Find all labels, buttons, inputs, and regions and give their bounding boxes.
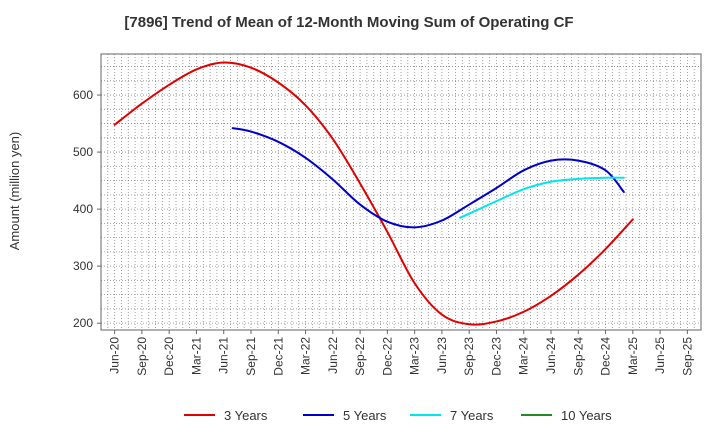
x-tick-label: Mar-23 <box>408 337 422 375</box>
x-tick-label: Dec-23 <box>489 337 503 376</box>
x-tick-label: Jun-21 <box>217 337 231 374</box>
legend-label-3-years: 3 Years <box>224 408 268 423</box>
legend-label-7-years: 7 Years <box>450 408 494 423</box>
x-tick-label: Mar-22 <box>299 337 313 375</box>
x-tick-label: Sep-23 <box>462 337 476 376</box>
x-tick-label: Sep-21 <box>244 337 258 376</box>
x-tick-label: Jun-20 <box>108 337 122 374</box>
y-tick-label: 500 <box>73 145 93 159</box>
x-tick-label: Mar-24 <box>517 337 531 375</box>
x-tick-label: Dec-21 <box>271 337 285 376</box>
x-tick-label: Mar-21 <box>189 337 203 375</box>
x-tick-labels: Jun-20 Sep-20 Dec-20 Mar-21 Jun-21 Sep-21 Dec-… <box>108 330 694 376</box>
x-tick-label: Dec-20 <box>162 337 176 376</box>
x-tick-label: Jun-22 <box>326 337 340 374</box>
x-tick-label: Dec-22 <box>380 337 394 376</box>
x-tick-label: Dec-24 <box>599 337 613 376</box>
y-tick-labels: 200 300 400 500 600 <box>73 88 101 330</box>
plot-frame <box>100 53 702 331</box>
x-tick-label: Sep-25 <box>680 337 694 376</box>
y-tick-label: 300 <box>73 259 93 273</box>
grid-layer <box>101 54 701 330</box>
x-tick-label: Sep-24 <box>571 337 585 376</box>
legend: 3 Years 5 Years 7 Years 10 Years <box>184 408 612 423</box>
legend-label-10-years: 10 Years <box>561 408 612 423</box>
series-line-3-years <box>113 61 634 326</box>
x-tick-label: Mar-25 <box>626 337 640 375</box>
chart-title: [7896] Trend of Mean of 12-Month Moving … <box>124 14 573 31</box>
x-tick-label: Jun-25 <box>653 337 667 374</box>
y-tick-label: 400 <box>73 202 93 216</box>
series-line-7-years <box>459 176 625 219</box>
y-tick-label: 600 <box>73 88 93 102</box>
y-tick-label: 200 <box>73 316 93 330</box>
x-tick-label: Sep-20 <box>135 337 149 376</box>
legend-label-5-years: 5 Years <box>343 408 387 423</box>
series-line-5-years <box>231 127 625 229</box>
y-axis-label: Amount (million yen) <box>7 132 22 251</box>
series-layer <box>113 61 634 326</box>
x-tick-label: Sep-22 <box>353 337 367 376</box>
x-tick-label: Jun-23 <box>435 337 449 374</box>
x-tick-label: Jun-24 <box>544 337 558 374</box>
